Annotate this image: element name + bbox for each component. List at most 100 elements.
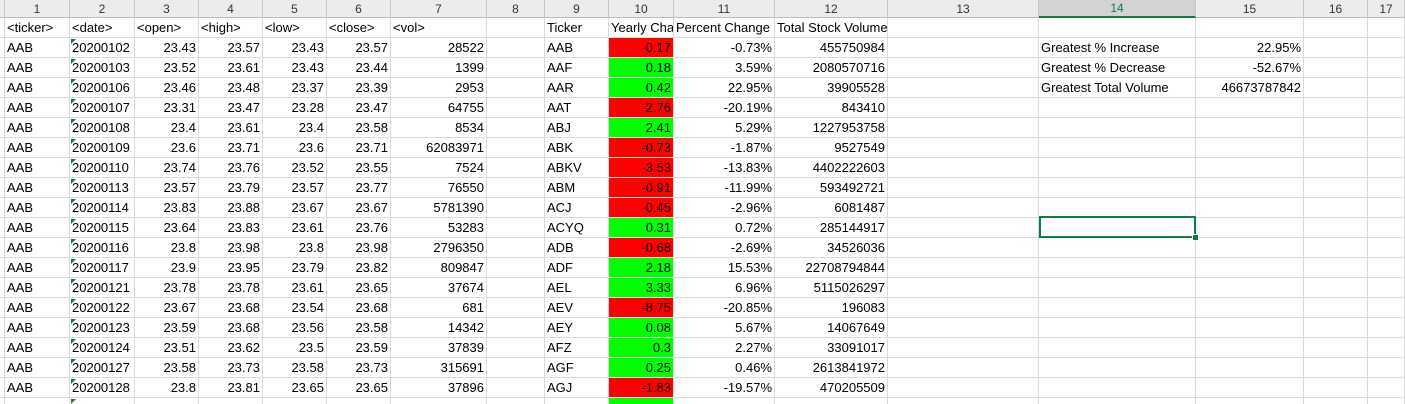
- value-cell[interactable]: 23.67: [291, 200, 324, 215]
- total-volume-cell[interactable]: 593492721: [819, 180, 885, 195]
- value-cell[interactable]: 23.68: [355, 300, 388, 315]
- value-cell[interactable]: 23.68: [227, 300, 260, 315]
- percent-change-cell[interactable]: -20.85%: [723, 300, 772, 315]
- date-cell[interactable]: 20200106: [71, 79, 130, 95]
- greatest-value-cell[interactable]: 46673787842: [1221, 80, 1301, 95]
- value-cell[interactable]: 23.8: [170, 380, 196, 395]
- total-volume-cell[interactable]: 39905528: [827, 80, 885, 95]
- total-volume-cell[interactable]: 843410: [841, 100, 885, 115]
- date-cell[interactable]: 20200122: [71, 299, 130, 315]
- value-cell[interactable]: 1399: [455, 60, 484, 75]
- column-header[interactable]: 1: [5, 0, 70, 18]
- value-cell[interactable]: 23.8: [298, 240, 324, 255]
- summary-ticker-cell[interactable]: AFZ: [547, 340, 572, 355]
- column-header[interactable]: 3: [135, 0, 199, 18]
- value-cell[interactable]: 23.46: [163, 80, 196, 95]
- greatest-value-cell[interactable]: 22.95%: [1256, 40, 1301, 55]
- value-cell[interactable]: 23.61: [227, 60, 260, 75]
- value-cell[interactable]: 37839: [447, 340, 484, 355]
- value-cell[interactable]: 23.57: [291, 180, 324, 195]
- value-cell[interactable]: 37674: [447, 280, 484, 295]
- ticker-cell[interactable]: AAB: [7, 200, 34, 215]
- value-cell[interactable]: 23.51: [163, 340, 196, 355]
- value-cell[interactable]: 23.61: [291, 220, 324, 235]
- date-cell[interactable]: 20200107: [71, 99, 130, 115]
- value-cell[interactable]: 5781390: [433, 200, 484, 215]
- percent-change-cell[interactable]: -20.19%: [723, 100, 772, 115]
- summary-column-label[interactable]: Ticker: [547, 20, 582, 35]
- ticker-cell[interactable]: AAB: [7, 300, 34, 315]
- value-cell[interactable]: 23.47: [355, 100, 388, 115]
- value-cell[interactable]: 23.4: [170, 120, 196, 135]
- date-cell[interactable]: 20200110: [71, 159, 129, 175]
- total-volume-cell[interactable]: 33091017: [827, 340, 885, 355]
- column-header[interactable]: 15: [1196, 0, 1304, 18]
- value-cell[interactable]: 23.78: [163, 280, 196, 295]
- value-cell[interactable]: 23.57: [227, 40, 260, 55]
- value-cell[interactable]: 2953: [455, 80, 484, 95]
- summary-ticker-cell[interactable]: ABK: [547, 140, 574, 155]
- date-cell[interactable]: 20200127: [71, 359, 130, 375]
- percent-change-cell[interactable]: 3.59%: [735, 60, 772, 75]
- column-header[interactable]: 14: [1039, 0, 1196, 18]
- value-cell[interactable]: 23.44: [355, 60, 388, 75]
- summary-ticker-cell[interactable]: AAT: [547, 100, 572, 115]
- value-cell[interactable]: 23.65: [355, 380, 388, 395]
- value-cell[interactable]: 14342: [447, 320, 484, 335]
- yearly-change-cell[interactable]: [609, 398, 673, 404]
- value-cell[interactable]: 62083971: [426, 140, 484, 155]
- summary-ticker-cell[interactable]: ABJ: [547, 120, 571, 135]
- value-cell[interactable]: 76550: [447, 180, 484, 195]
- value-cell[interactable]: 23.61: [227, 120, 260, 135]
- value-cell[interactable]: 23.79: [227, 180, 260, 195]
- percent-change-cell[interactable]: -2.69%: [730, 240, 772, 255]
- value-cell[interactable]: 23.58: [355, 120, 388, 135]
- date-cell[interactable]: 20200109: [71, 139, 130, 155]
- total-volume-cell[interactable]: 4402222603: [812, 160, 885, 175]
- value-cell[interactable]: 23.65: [291, 380, 324, 395]
- summary-ticker-cell[interactable]: AAF: [547, 60, 573, 75]
- value-cell[interactable]: 23.59: [163, 320, 196, 335]
- column-header[interactable]: 17: [1368, 0, 1405, 18]
- ticker-cell[interactable]: AAB: [7, 380, 34, 395]
- value-cell[interactable]: 23.57: [163, 180, 196, 195]
- value-cell[interactable]: 23.68: [227, 320, 260, 335]
- yearly-change-cell[interactable]: -8.75: [609, 298, 673, 317]
- summary-ticker-cell[interactable]: ACJ: [547, 200, 572, 215]
- value-cell[interactable]: 23.6: [298, 140, 324, 155]
- yearly-change-cell[interactable]: -0.45: [609, 198, 673, 217]
- value-cell[interactable]: 23.73: [227, 360, 260, 375]
- yearly-change-cell[interactable]: -0.73: [609, 138, 673, 157]
- value-cell[interactable]: 23.98: [355, 240, 388, 255]
- percent-change-cell[interactable]: -19.57%: [723, 380, 772, 395]
- value-cell[interactable]: 23.71: [355, 140, 388, 155]
- date-cell[interactable]: 20200113: [71, 179, 129, 195]
- column-header[interactable]: 6: [327, 0, 391, 18]
- value-cell[interactable]: 23.81: [227, 380, 260, 395]
- summary-ticker-cell[interactable]: AEY: [547, 320, 574, 335]
- yearly-change-cell[interactable]: 3.33: [609, 278, 673, 297]
- value-cell[interactable]: 23.88: [227, 200, 260, 215]
- value-cell[interactable]: 23.83: [227, 220, 260, 235]
- summary-ticker-cell[interactable]: ADF: [547, 260, 573, 275]
- yearly-change-cell[interactable]: 0.25: [609, 358, 673, 377]
- percent-change-cell[interactable]: 5.67%: [735, 320, 772, 335]
- yearly-change-cell[interactable]: -2.76: [609, 98, 673, 117]
- column-label[interactable]: <open>: [137, 20, 182, 35]
- value-cell[interactable]: 23.43: [291, 60, 324, 75]
- value-cell[interactable]: 28522: [447, 40, 484, 55]
- yearly-change-cell[interactable]: 0.3: [609, 338, 673, 357]
- value-cell[interactable]: 23.65: [355, 280, 388, 295]
- value-cell[interactable]: 23.98: [227, 240, 260, 255]
- column-label[interactable]: <low>: [265, 20, 300, 35]
- yearly-change-cell[interactable]: 0.18: [609, 58, 673, 77]
- value-cell[interactable]: 23.9: [170, 260, 196, 275]
- date-cell[interactable]: 20200128: [71, 379, 130, 395]
- column-header[interactable]: 4: [199, 0, 263, 18]
- value-cell[interactable]: 23.58: [163, 360, 196, 375]
- ticker-cell[interactable]: AAB: [7, 340, 34, 355]
- value-cell[interactable]: 23.52: [291, 160, 324, 175]
- ticker-cell[interactable]: AAB: [7, 60, 34, 75]
- value-cell[interactable]: 23.73: [355, 360, 388, 375]
- total-volume-cell[interactable]: 196083: [841, 300, 885, 315]
